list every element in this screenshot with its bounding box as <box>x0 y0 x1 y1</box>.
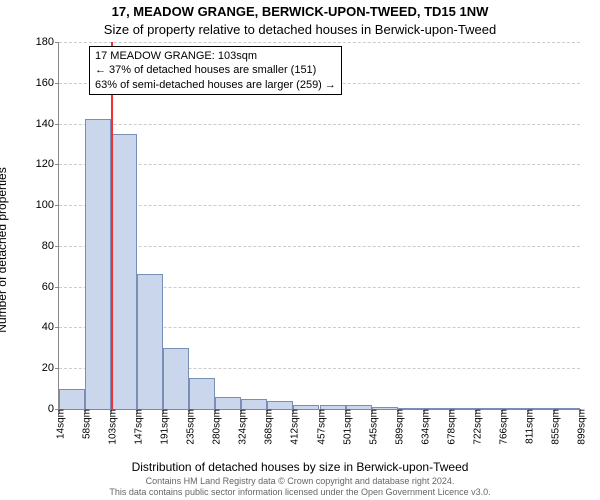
gridline <box>59 164 580 165</box>
histogram-bar <box>111 134 137 409</box>
histogram-bar <box>215 397 241 409</box>
x-tick-label: 147sqm <box>130 409 145 445</box>
chart-container: 17, MEADOW GRANGE, BERWICK-UPON-TWEED, T… <box>0 0 600 500</box>
annotation-box: 17 MEADOW GRANGE: 103sqm ← 37% of detach… <box>89 46 342 95</box>
annotation-line-1: 17 MEADOW GRANGE: 103sqm <box>95 49 336 63</box>
gridline <box>59 42 580 43</box>
histogram-bar <box>59 389 85 409</box>
gridline <box>59 124 580 125</box>
title-line-2: Size of property relative to detached ho… <box>0 22 600 37</box>
x-tick-label: 457sqm <box>312 409 327 445</box>
histogram-bar <box>85 119 111 409</box>
gridline <box>59 246 580 247</box>
y-tick-label: 60 <box>42 281 59 293</box>
histogram-bar <box>267 401 293 409</box>
y-tick-label: 160 <box>36 77 59 89</box>
x-tick-label: 412sqm <box>286 409 301 445</box>
y-tick-label: 180 <box>36 36 59 48</box>
y-tick-label: 80 <box>42 240 59 252</box>
x-tick-label: 191sqm <box>156 409 171 445</box>
y-tick-label: 120 <box>36 158 59 170</box>
y-axis-label: Number of detached properties <box>0 85 9 250</box>
x-tick-label: 899sqm <box>573 409 588 445</box>
y-tick-label: 100 <box>36 199 59 211</box>
x-tick-label: 14sqm <box>52 409 67 439</box>
x-tick-label: 103sqm <box>104 409 119 445</box>
x-tick-label: 766sqm <box>494 409 509 445</box>
x-tick-label: 678sqm <box>442 409 457 445</box>
x-tick-label: 235sqm <box>182 409 197 445</box>
histogram-bar <box>137 274 163 409</box>
y-tick-label: 20 <box>42 362 59 374</box>
property-marker-line <box>111 42 113 409</box>
footer: Contains HM Land Registry data © Crown c… <box>0 476 600 498</box>
plot-area: 02040608010012014016018014sqm58sqm103sqm… <box>58 42 580 410</box>
x-axis-label: Distribution of detached houses by size … <box>0 460 600 474</box>
x-tick-label: 58sqm <box>78 409 93 439</box>
x-tick-label: 501sqm <box>338 409 353 445</box>
x-tick-label: 368sqm <box>260 409 275 445</box>
title-line-1: 17, MEADOW GRANGE, BERWICK-UPON-TWEED, T… <box>0 4 600 19</box>
y-tick-label: 140 <box>36 118 59 130</box>
x-tick-label: 634sqm <box>416 409 431 445</box>
histogram-bar <box>189 378 215 409</box>
x-tick-label: 280sqm <box>208 409 223 445</box>
x-tick-label: 855sqm <box>546 409 561 445</box>
x-tick-label: 545sqm <box>364 409 379 445</box>
y-tick-label: 40 <box>42 321 59 333</box>
x-tick-label: 589sqm <box>390 409 405 445</box>
annotation-line-2: ← 37% of detached houses are smaller (15… <box>95 63 336 77</box>
gridline <box>59 205 580 206</box>
annotation-line-3: 63% of semi-detached houses are larger (… <box>95 78 336 92</box>
x-tick-label: 722sqm <box>468 409 483 445</box>
x-tick-label: 811sqm <box>520 409 535 444</box>
histogram-bar <box>241 399 267 409</box>
x-tick-label: 324sqm <box>234 409 249 445</box>
footer-line-1: Contains HM Land Registry data © Crown c… <box>0 476 600 487</box>
histogram-bar <box>163 348 189 409</box>
footer-line-2: This data contains public sector informa… <box>0 487 600 498</box>
